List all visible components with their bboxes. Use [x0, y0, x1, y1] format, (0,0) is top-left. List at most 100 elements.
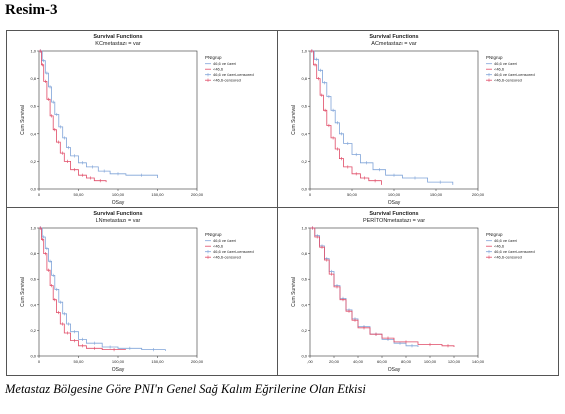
x-tick-label: 50,00 [347, 192, 358, 197]
legend-label: 46,6 ve üzeri-censored [213, 72, 254, 77]
x-tick-label: 200,00 [472, 192, 485, 197]
legend-label: <46,6-censored [213, 78, 241, 83]
panel-ac: Survival Functions ACmetastazı = var 0,0 0,… [278, 31, 558, 207]
y-tick-label: 0,4 [30, 302, 36, 307]
y-tick-label: 0,8 [30, 251, 36, 256]
figure-grid: Survival Functions KCmetastazı = var 0,0 0,… [6, 30, 559, 376]
chart-subtitle: ACmetastazı = var [371, 41, 417, 47]
legend-label: <46,6 [213, 67, 224, 72]
x-tick-label: 80,00 [401, 359, 412, 364]
x-tick-label: ,00 [307, 359, 313, 364]
chart-subtitle: LNmetastazı = var [96, 218, 141, 224]
y-tick-label: 0,0 [301, 354, 307, 359]
x-tick-label: 140,00 [472, 359, 485, 364]
legend-label: 46,6 ve üzeri-censored [213, 249, 254, 254]
figure-heading: Resim-3 [5, 2, 58, 18]
x-tick-label: 100,00 [112, 192, 125, 197]
y-tick-label: 0,4 [301, 302, 307, 307]
legend-label: <46,6 [494, 244, 505, 249]
legend-title: PNIgrup [486, 232, 503, 237]
x-tick-label: 100,00 [424, 359, 437, 364]
legend-label: 46,6 ve üzeri-censored [494, 72, 535, 77]
survival-line-low-pni [310, 50, 382, 185]
x-tick-label: 40,00 [353, 359, 364, 364]
legend-title: PNIgrup [205, 55, 222, 60]
x-tick-label: 0 [309, 192, 312, 197]
y-tick-label: 1,0 [301, 226, 307, 231]
survival-line-low-pni [310, 227, 455, 347]
y-tick-label: 0,6 [301, 104, 307, 109]
x-axis-label: OSay [388, 367, 401, 373]
y-tick-label: 0,6 [30, 277, 36, 282]
y-tick-label: 0,2 [30, 159, 36, 164]
legend-label: <46,6-censored [494, 78, 522, 83]
plot-frame [38, 50, 198, 190]
chart-title: Survival Functions [93, 211, 142, 217]
plot-frame [309, 50, 479, 190]
y-tick-label: 0,8 [301, 76, 307, 81]
x-tick-label: 0 [38, 192, 41, 197]
y-tick-label: 1,0 [301, 49, 307, 54]
chart-title: Survival Functions [369, 211, 418, 217]
x-tick-label: 20,00 [329, 359, 340, 364]
survival-line-high-pni [39, 227, 166, 351]
survival-line-high-pni [39, 50, 158, 178]
legend-label: 46,6 ve üzeri [213, 61, 236, 66]
y-tick-label: 0,6 [30, 104, 36, 109]
y-tick-label: 0,0 [30, 187, 36, 192]
x-tick-label: 150,00 [151, 192, 164, 197]
x-tick-label: 150,00 [151, 359, 164, 364]
legend-label: 46,6 ve üzeri [213, 238, 236, 243]
y-tick-label: 0,4 [301, 131, 307, 136]
legend-label: 46,6 ve üzeri [494, 238, 517, 243]
legend-title: PNIgrup [486, 55, 503, 60]
chart-subtitle: PERİTONmetastazı = var [363, 217, 425, 224]
y-tick-label: 0,8 [301, 251, 307, 256]
y-axis-label: Cum Survival [20, 105, 26, 135]
y-tick-label: 0,0 [301, 187, 307, 192]
y-axis-label: Cum Survival [291, 105, 297, 135]
x-tick-label: 100,00 [112, 359, 125, 364]
y-tick-label: 0,2 [30, 328, 36, 333]
y-tick-label: 0,4 [30, 131, 36, 136]
legend-title: PNIgrup [205, 232, 222, 237]
y-tick-label: 1,0 [30, 49, 36, 54]
legend-label: <46,6 [494, 67, 505, 72]
y-tick-label: 0,8 [30, 76, 36, 81]
x-tick-label: 0 [38, 359, 41, 364]
panel-periton: Survival Functions PERİTONmetastazı = var… [278, 208, 558, 375]
x-tick-label: 150,00 [430, 192, 443, 197]
chart-title: Survival Functions [369, 34, 418, 40]
x-tick-label: 120,00 [448, 359, 461, 364]
plot-frame [309, 227, 479, 357]
x-tick-label: 60,00 [377, 359, 388, 364]
chart-title: Survival Functions [93, 34, 142, 40]
grid-divider-vertical [277, 31, 278, 375]
legend-label: 46,6 ve üzeri-censored [494, 249, 535, 254]
legend-label: <46,6-censored [213, 255, 241, 260]
grid-divider-horizontal [7, 207, 558, 208]
y-tick-label: 1,0 [30, 226, 36, 231]
panel-ln: Survival Functions LNmetastazı = var 0,0 0,… [7, 208, 277, 375]
x-tick-label: 100,00 [388, 192, 401, 197]
x-axis-label: OSay [112, 200, 125, 206]
legend-label: <46,6 [213, 244, 224, 249]
plot-frame [38, 227, 198, 357]
x-axis-label: OSay [388, 200, 401, 206]
x-tick-label: 200,00 [191, 192, 204, 197]
legend-label: 46,6 ve üzeri [494, 61, 517, 66]
survival-line-high-pni [310, 50, 454, 185]
y-axis-label: Cum Survival [20, 277, 26, 307]
y-axis-label: Cum Survival [291, 277, 297, 307]
x-tick-label: 50,00 [73, 359, 84, 364]
y-tick-label: 0,0 [30, 354, 36, 359]
figure-caption: Metastaz Bölgesine Göre PNI'n Genel Sağ … [5, 382, 366, 396]
panel-kc: Survival Functions KCmetastazı = var 0,0 0,… [7, 31, 277, 207]
x-tick-label: 200,00 [191, 359, 204, 364]
chart-subtitle: KCmetastazı = var [95, 41, 141, 47]
y-tick-label: 0,6 [301, 277, 307, 282]
